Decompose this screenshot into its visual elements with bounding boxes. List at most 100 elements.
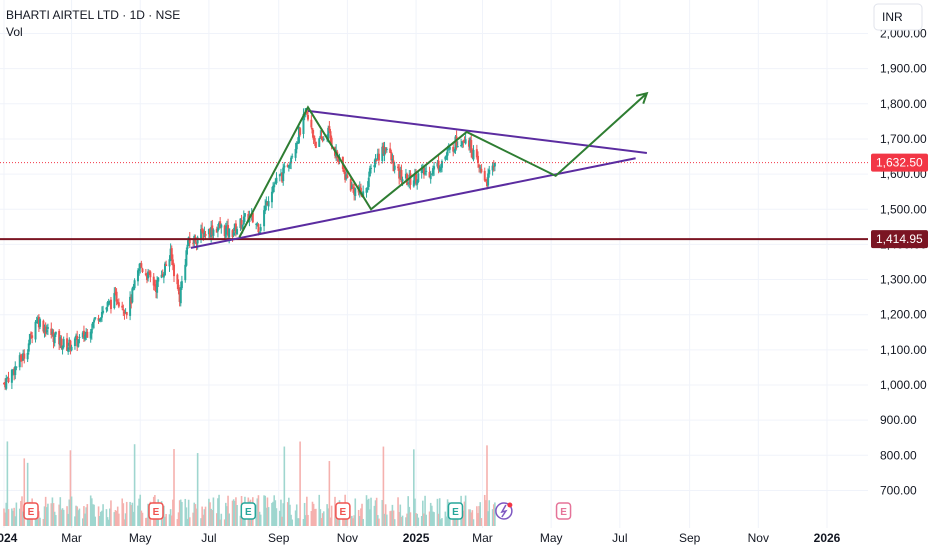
time-tick-label[interactable]: Jul <box>612 531 627 545</box>
candle-body <box>45 330 48 332</box>
candle-body <box>460 145 463 147</box>
grid-lines <box>0 0 868 528</box>
time-tick-label[interactable]: 2026 <box>814 531 841 545</box>
volume-bar <box>195 508 198 526</box>
earnings-event-icon[interactable] <box>23 502 39 520</box>
time-tick-label[interactable]: Mar <box>472 531 493 545</box>
volume-bar <box>121 498 124 526</box>
support-price-label[interactable]: 1,414.95 <box>876 232 923 246</box>
volume-bar <box>445 516 448 526</box>
candle-body <box>200 229 203 239</box>
time-tick-label[interactable]: Jul <box>201 531 216 545</box>
price-tick-label[interactable]: 1,000.00 <box>880 378 927 392</box>
volume-bar <box>294 510 297 526</box>
candle-body <box>51 331 54 334</box>
candle-body <box>75 335 78 339</box>
earnings-event-icon[interactable] <box>240 502 257 520</box>
candle-body <box>365 187 368 193</box>
volume-bar <box>45 507 48 526</box>
candle-body <box>256 223 259 226</box>
volume-bar <box>228 513 230 526</box>
volume-bar <box>196 453 199 526</box>
candle-body <box>440 161 443 168</box>
candle-body <box>281 172 284 182</box>
earnings-event-letter: E <box>28 507 35 518</box>
price-tick-label[interactable]: 900.00 <box>880 413 917 427</box>
volume-bar <box>494 502 496 526</box>
volume-bar <box>381 499 384 526</box>
earnings-event-icon[interactable] <box>148 502 164 520</box>
time-tick-label[interactable]: Sep <box>679 531 701 545</box>
volume-bar <box>208 498 210 526</box>
volume-bar <box>275 508 278 526</box>
price-tick-label[interactable]: 1,500.00 <box>880 202 927 216</box>
volume-bar <box>378 518 380 526</box>
candle-body <box>463 140 466 143</box>
candle-body <box>329 131 332 139</box>
candle-body <box>215 228 218 233</box>
price-tick-label[interactable]: 1,800.00 <box>880 97 927 111</box>
candle-body <box>124 312 127 314</box>
candle-body <box>136 270 139 282</box>
price-tick-label[interactable]: 700.00 <box>880 483 917 497</box>
candle-body <box>187 237 190 246</box>
candle-body <box>34 321 37 340</box>
volume-bar <box>288 497 290 526</box>
candle-body <box>448 146 451 150</box>
candle-body <box>22 353 25 361</box>
volume-bar <box>13 507 15 526</box>
last-price-label[interactable]: 1,632.50 <box>876 156 923 170</box>
volume-bar <box>173 449 175 526</box>
currency-box[interactable] <box>873 3 923 31</box>
candle-body <box>236 229 239 235</box>
support-price-label-bg <box>871 230 928 249</box>
time-tick-label[interactable]: 2025 <box>403 531 430 545</box>
earnings-event-icon[interactable] <box>555 502 572 520</box>
candle-body <box>170 248 173 260</box>
candle-body <box>30 332 33 334</box>
time-tick-label[interactable]: Nov <box>337 531 358 545</box>
notification-dot-icon <box>507 502 513 508</box>
volume-bar <box>327 508 330 526</box>
time-tick-label[interactable]: May <box>540 531 563 545</box>
candle-body <box>488 169 491 175</box>
time-tick-label[interactable]: Mar <box>61 531 82 545</box>
candle-body <box>431 168 434 175</box>
candle-body <box>31 335 34 338</box>
candle-body <box>60 338 63 349</box>
currency-label[interactable]: INR <box>882 10 903 24</box>
candle-body <box>133 280 136 289</box>
volume-bar <box>385 514 388 526</box>
price-axis[interactable]: 700.00 800.00 900.00 1,000.00 1,100.00 1,200.… <box>871 27 928 498</box>
volume-bar <box>431 505 433 526</box>
volume-bar <box>354 498 357 526</box>
price-tick-label[interactable]: 1,300.00 <box>880 273 927 287</box>
price-tick-label[interactable]: 1,700.00 <box>880 132 927 146</box>
candle-body <box>39 319 42 327</box>
triangle-lower-line <box>190 157 636 249</box>
time-tick-label[interactable]: Nov <box>748 531 769 545</box>
volume-bar <box>176 519 179 526</box>
price-tick-label[interactable]: 1,900.00 <box>880 62 927 76</box>
candle-body <box>328 126 331 131</box>
time-tick-label[interactable]: Sep <box>268 531 290 545</box>
lightning-glyph-icon <box>500 504 508 518</box>
time-tick-label[interactable]: May <box>129 531 152 545</box>
candle-body <box>354 188 357 197</box>
price-tick-label[interactable]: 800.00 <box>880 448 917 462</box>
earnings-event-icon[interactable] <box>447 502 464 520</box>
symbol-title[interactable]: BHARTI AIRTEL LTD · 1D · NSE <box>6 8 180 22</box>
candle-body <box>21 359 24 362</box>
candle-body <box>398 168 401 179</box>
price-tick-label[interactable]: 1,200.00 <box>880 308 927 322</box>
volume-bar <box>26 462 29 526</box>
time-axis[interactable]: 2024 Mar May Jul Sep Nov 2025 Mar May Jul Sep Nov 20… <box>0 531 841 545</box>
price-tick-label[interactable]: 1,100.00 <box>880 343 927 357</box>
volume-bar <box>315 508 317 526</box>
volume-bar <box>424 495 426 526</box>
candle-body <box>312 135 315 140</box>
earnings-event-icon[interactable] <box>335 502 351 520</box>
time-tick-label[interactable]: 2024 <box>0 531 18 545</box>
